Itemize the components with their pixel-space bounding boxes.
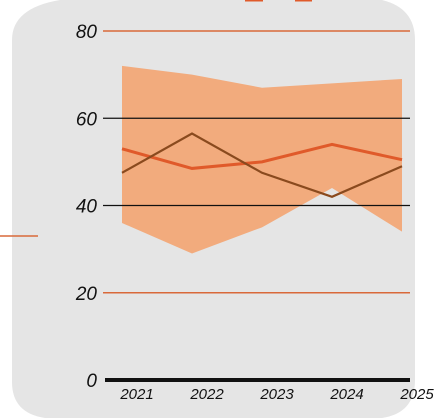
gridlines [103, 30, 410, 294]
y-tick-label: 40 [76, 197, 98, 218]
x-tick-label: 2022 [189, 386, 224, 403]
x-tick-label: 2021 [119, 386, 153, 403]
y-tick-label: 80 [76, 22, 98, 43]
x-tick-label: 2024 [329, 386, 363, 403]
x-tick-labels: 2021 2022 2023 2024 2025 [119, 386, 434, 403]
series-line-2 [121, 132, 403, 198]
y-tick-label: 20 [75, 284, 98, 305]
y-tick-label: 60 [76, 109, 98, 130]
y-tick-labels: 0 20 40 60 80 [75, 22, 98, 392]
y-tick-label: 0 [86, 371, 97, 392]
series-line-1 [121, 142, 403, 170]
range-band [122, 65, 402, 254]
x-tick-label: 2023 [259, 386, 294, 403]
x-tick-label: 2025 [399, 386, 434, 403]
series-lines [121, 132, 403, 198]
